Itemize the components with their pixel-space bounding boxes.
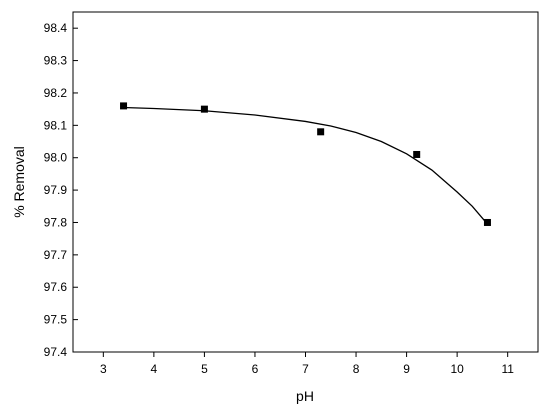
plot-frame — [72, 11, 539, 353]
x-tick-label: 10 — [450, 362, 464, 376]
y-tick-label: 97.5 — [44, 313, 68, 327]
x-tick-label: 3 — [100, 362, 107, 376]
y-tick-label: 97.9 — [44, 183, 68, 197]
x-tick-label: 7 — [302, 362, 309, 376]
y-tick-label: 98.1 — [44, 118, 68, 132]
x-tick-label: 4 — [151, 362, 158, 376]
y-tick-label: 98.4 — [44, 21, 68, 35]
x-tick-label: 8 — [353, 362, 360, 376]
x-tick-label: 9 — [403, 362, 410, 376]
fit-curve — [123, 106, 488, 225]
data-point — [317, 128, 325, 136]
y-tick-label: 97.4 — [44, 345, 68, 359]
x-axis-label: pH — [296, 388, 314, 404]
y-tick-label: 97.8 — [44, 215, 68, 229]
data-point — [483, 218, 491, 226]
x-tick-label: 6 — [252, 362, 259, 376]
x-tick-label: 5 — [201, 362, 208, 376]
y-tick-label: 98.3 — [44, 54, 68, 68]
data-point — [120, 102, 128, 110]
y-tick-label: 97.7 — [44, 248, 68, 262]
data-point — [413, 150, 421, 158]
y-tick-label: 98.0 — [44, 151, 68, 165]
data-point — [200, 105, 208, 113]
y-tick-label: 98.2 — [44, 86, 68, 100]
x-tick-label: 11 — [501, 362, 514, 376]
y-axis-label: % Removal — [11, 146, 27, 218]
y-tick-label: 97.6 — [44, 280, 68, 294]
